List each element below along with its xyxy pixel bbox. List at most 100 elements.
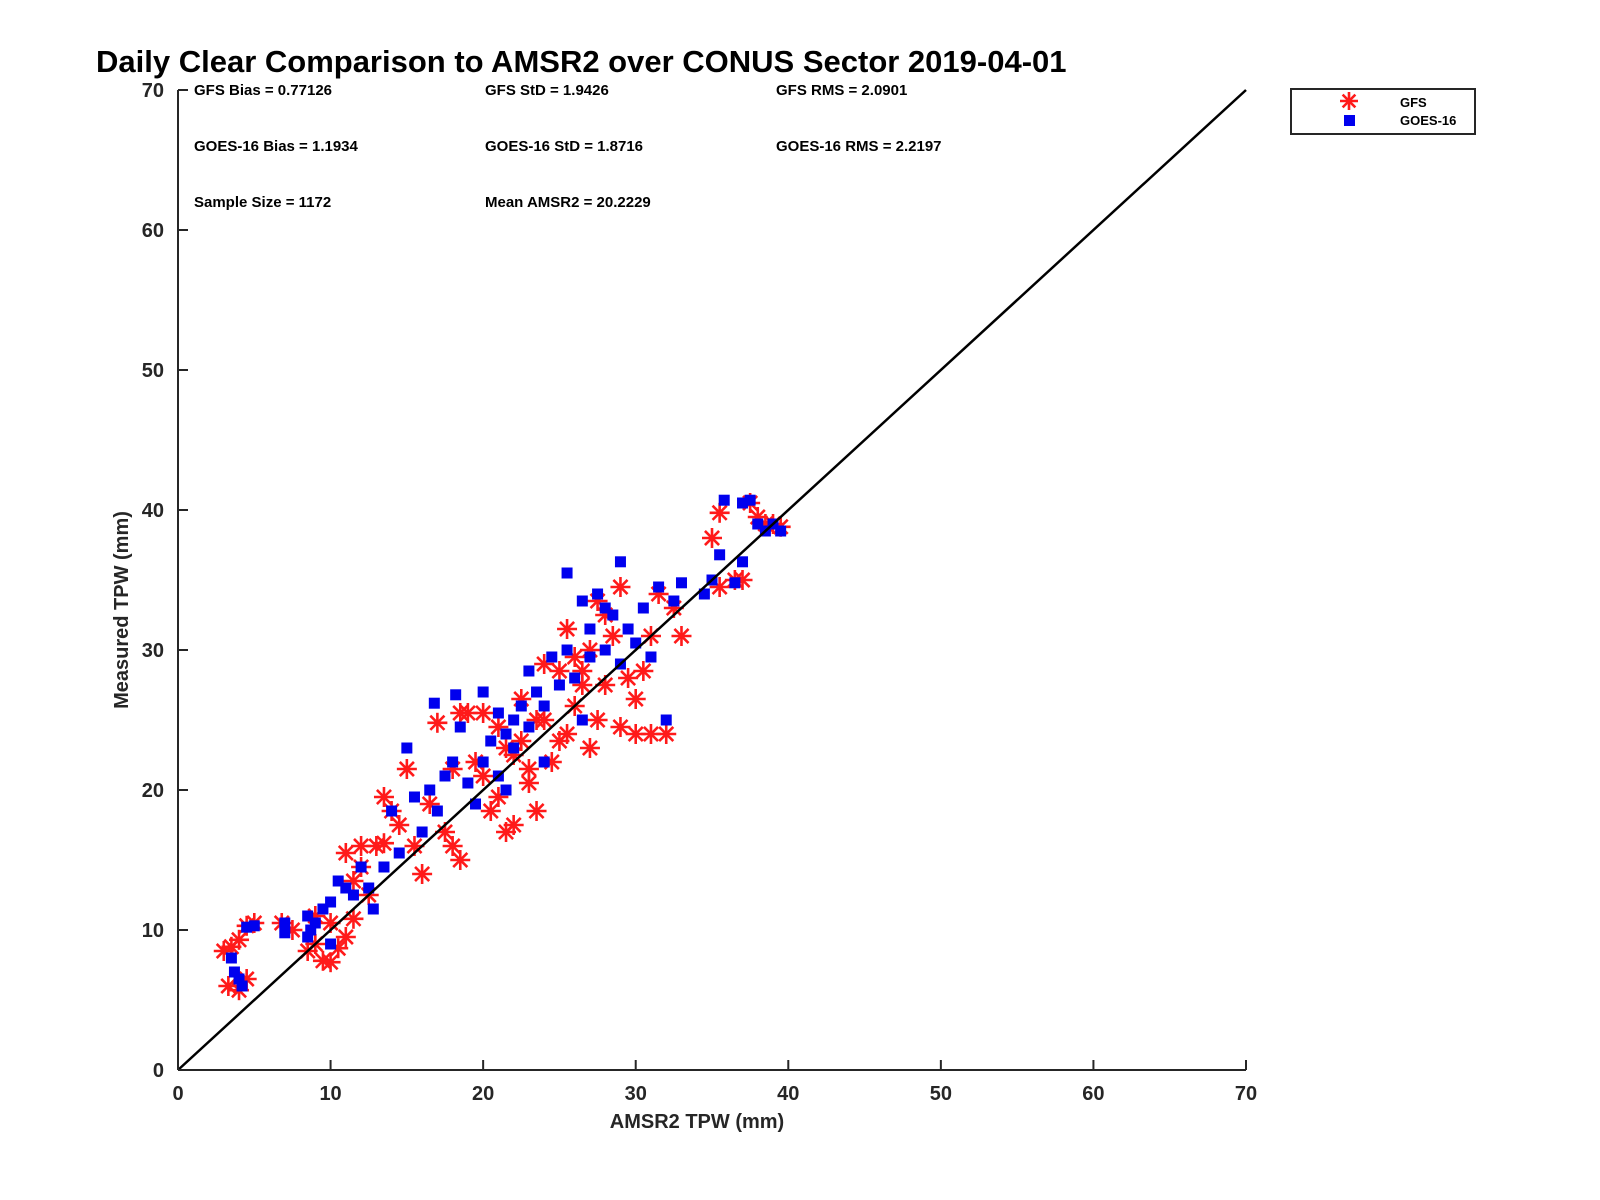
gfs-point [320,952,341,973]
goes16-point [241,921,253,933]
y-axis-label: Measured TPW (mm) [111,511,133,709]
goes16-point [569,672,581,684]
gfs-point [343,908,364,929]
y-tick-label: 20 [142,780,164,802]
x-axis-label: AMSR2 TPW (mm) [610,1111,784,1133]
goes16-point [592,588,604,600]
goes16-point [599,644,611,656]
y-tick-label: 0 [153,1060,164,1082]
legend: GFS GOES-16 [1290,88,1476,135]
gfs-point [602,626,623,646]
goes16-point [340,882,352,894]
legend-box [1290,88,1476,135]
gfs-point [557,724,578,744]
goes16-point [660,714,672,726]
goes16-point [645,651,657,663]
goes16-point [599,602,611,614]
goes16-point [454,721,466,733]
goes16-point [225,952,237,964]
stat-annotation: GFS StD = 1.9426 [485,82,609,99]
goes16-point [367,903,379,915]
gfs-point [343,871,364,891]
goes16-point [607,609,619,621]
gfs-point [335,927,356,947]
goes16-point [439,770,451,782]
goes16-point [500,784,512,796]
legend-label-gfs: GFS [1400,95,1427,110]
gfs-point [373,787,394,807]
gfs-point [625,689,646,709]
gfs-point [412,864,433,884]
gfs-point [709,502,730,523]
data-points [213,493,791,1001]
gfs-point [473,703,494,723]
goes16-point [546,651,558,663]
gfs-point [557,619,578,639]
goes16-point [408,791,420,803]
goes16-point [675,577,687,589]
goes16-point [561,644,573,656]
gfs-point [618,668,639,688]
gfs-point [702,528,722,548]
goes16-point [584,651,596,663]
goes16-point [714,549,726,561]
goes16-point [630,637,642,649]
x-tick-label: 10 [319,1083,341,1105]
goes16-square-icon [1344,115,1355,126]
goes16-point [477,686,489,698]
goes16-point [363,882,375,894]
gfs-point [610,577,631,597]
goes16-point [538,700,550,712]
goes16-point [553,679,565,691]
goes16-point [332,875,344,887]
statistics-annotations: GFS Bias = 0.77126 GFS StD = 1.9426 GFS RM… [194,82,942,211]
goes16-point [653,581,665,593]
x-tick-label: 0 [172,1083,183,1105]
goes16-point [236,980,248,992]
gfs-point [450,850,471,870]
x-tick-label: 70 [1235,1083,1257,1105]
x-tick-label: 60 [1082,1083,1104,1105]
stat-annotation: GOES-16 StD = 1.8716 [485,138,643,155]
goes16-point [485,735,497,747]
goes16-point [576,714,588,726]
goes16-point [447,756,459,768]
x-tick-label: 50 [930,1083,952,1105]
stat-annotation: GFS RMS = 2.0901 [776,82,907,99]
axis-ticks: 0 10 20 30 40 50 60 70 0 10 20 30 40 50 60 70 [142,80,1257,1105]
goes16-point [317,903,329,915]
goes16-point [470,798,482,810]
goes16-point [424,784,436,796]
gfs-point [656,724,677,744]
goes16-point [416,826,428,838]
goes16-point [325,896,337,908]
gfs-legend-marker [1340,92,1358,110]
goes16-point [492,707,504,719]
goes16-point [386,805,398,817]
goes16-point [279,917,291,929]
goes16-point [347,889,359,901]
goes16-point [500,728,512,740]
stat-annotation: Mean AMSR2 = 20.2229 [485,194,651,211]
goes16-point [378,861,390,873]
gfs-point [610,717,631,737]
goes16-point [477,756,489,768]
goes16-point [305,924,317,936]
goes16-point [462,777,474,789]
goes16-point [718,494,730,506]
goes16-point [302,931,314,943]
goes16-point [523,721,535,733]
goes16-point [325,938,337,950]
goes16-point [744,494,756,506]
x-tick-label: 40 [777,1083,799,1105]
goes16-point [561,567,573,579]
goes16-point [531,686,543,698]
goes16-point [668,595,680,607]
gfs-point [435,822,455,842]
goes16-point [450,689,462,701]
goes16-point [248,920,260,932]
goes16-point [637,602,649,614]
gfs-point [229,929,250,950]
goes16-point [431,805,443,817]
goes16-point [309,917,321,929]
